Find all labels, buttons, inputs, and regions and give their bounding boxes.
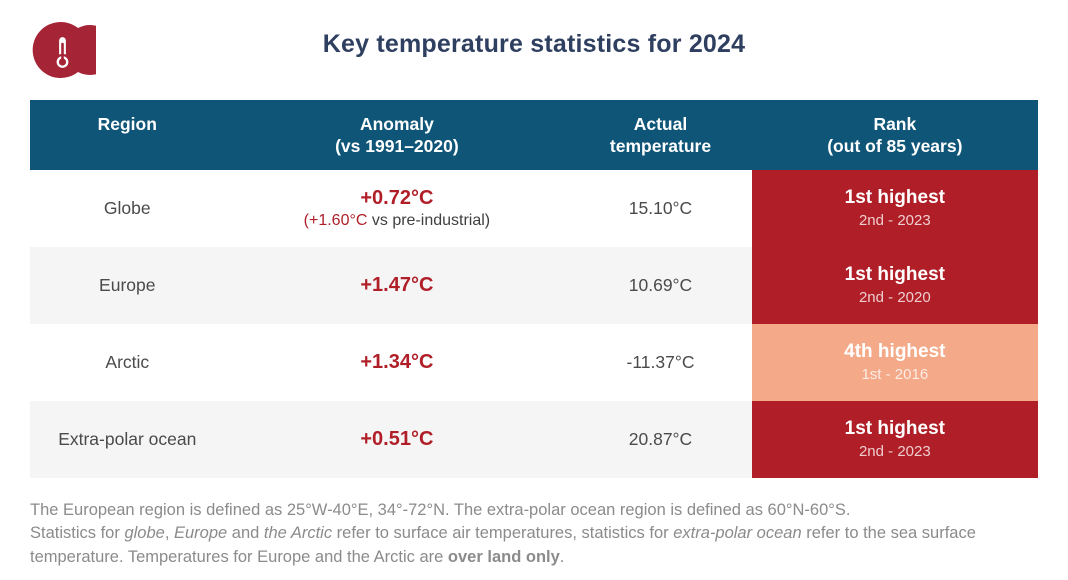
- actual-temp-cell: 15.10°C: [569, 170, 751, 247]
- rank-value: 4th highest: [844, 341, 946, 363]
- rank-cell: 1st highest 2nd - 2020: [751, 247, 1038, 324]
- table-header-row: Region Anomaly (vs 1991–2020) Actual tem…: [30, 100, 1038, 170]
- actual-temp-cell: 20.87°C: [569, 401, 751, 478]
- rank-cell: 4th highest 1st - 2016: [751, 324, 1038, 401]
- region-label: Europe: [99, 275, 156, 295]
- anomaly-value: +0.51°C: [360, 428, 434, 450]
- anomaly-cell: +1.34°C: [225, 324, 570, 401]
- header: Key temperature statistics for 2024: [0, 0, 1068, 100]
- footnote-italic: the Arctic: [263, 524, 333, 543]
- rank-value: 1st highest: [844, 187, 945, 209]
- rank-note: 1st - 2016: [861, 366, 929, 384]
- actual-temp-value: -11.37°C: [626, 352, 695, 372]
- region-cell: Extra-polar ocean: [30, 401, 225, 478]
- anomaly-cell: +1.47°C: [225, 247, 570, 324]
- anomaly-note-rest: vs pre-industrial): [367, 212, 491, 229]
- footnote-text: refer to the sea surface temperature. Te…: [30, 524, 976, 566]
- page-title: Key temperature statistics for 2024: [322, 30, 746, 58]
- footnote-text: .: [559, 547, 565, 566]
- region-cell: Arctic: [30, 324, 225, 401]
- region-cell: Europe: [30, 247, 225, 324]
- stats-table: Region Anomaly (vs 1991–2020) Actual tem…: [30, 100, 1038, 478]
- actual-temp-cell: -11.37°C: [569, 324, 751, 401]
- cloud-thermometer-icon: [32, 22, 115, 79]
- header-cell-rank: Rank (out of 85 years): [752, 100, 1038, 170]
- rank-cell: 1st highest 2nd - 2023: [751, 170, 1038, 247]
- footnote-line-1: The European region is defined as 25°W-4…: [30, 501, 851, 519]
- header-label: Actual: [633, 114, 688, 134]
- header-label: Rank: [873, 114, 917, 134]
- footnote-line-2: Statistics for globe, Europe and the Arc…: [30, 522, 998, 569]
- header-cell-actual-temperature: Actual temperature: [569, 100, 751, 170]
- table-row-arctic: Arctic +1.34°C -11.37°C 4th highest 1st …: [30, 324, 1038, 401]
- rank-note: 2nd - 2020: [858, 289, 931, 307]
- rank-note: 2nd - 2023: [858, 443, 931, 461]
- rank-note: 2nd - 2023: [858, 212, 931, 230]
- table-row-globe: Globe +0.72°C (+1.60°C vs pre-industrial…: [30, 170, 1038, 247]
- header-cell-region: Region: [30, 100, 225, 170]
- header-cell-anomaly: Anomaly (vs 1991–2020): [225, 100, 570, 170]
- anomaly-value: +1.34°C: [360, 351, 434, 373]
- footnote-text: ,: [164, 524, 174, 543]
- header-sublabel: (out of 85 years): [827, 136, 963, 157]
- c3s-logo: [28, 14, 115, 86]
- footnote-italic: globe: [124, 524, 165, 543]
- anomaly-note: (+1.60°C vs pre-industrial): [304, 211, 490, 231]
- table-row-extra-polar-ocean: Extra-polar ocean +0.51°C 20.87°C 1st hi…: [30, 401, 1038, 478]
- header-label: Region: [97, 114, 157, 134]
- footnote-bold: over land only: [447, 547, 560, 566]
- footnote-text: Statistics for: [30, 524, 125, 543]
- rank-value: 1st highest: [844, 264, 945, 286]
- anomaly-note-red: (+1.60°C: [303, 212, 368, 229]
- rank-value: 1st highest: [844, 418, 945, 440]
- actual-temp-value: 20.87°C: [628, 429, 693, 449]
- actual-temp-value: 15.10°C: [628, 198, 693, 218]
- anomaly-value: +0.72°C: [360, 187, 434, 209]
- footnote-italic: Europe: [174, 524, 228, 543]
- region-label: Extra-polar ocean: [58, 429, 197, 449]
- header-sublabel: temperature: [609, 136, 712, 157]
- rank-cell: 1st highest 2nd - 2023: [751, 401, 1038, 478]
- footnote-italic: extra-polar ocean: [673, 524, 802, 543]
- anomaly-cell: +0.72°C (+1.60°C vs pre-industrial): [225, 170, 570, 247]
- footnote: The European region is defined as 25°W-4…: [30, 499, 998, 569]
- region-label: Globe: [103, 198, 151, 218]
- region-cell: Globe: [30, 170, 225, 247]
- footnote-text: refer to surface air temperatures, stati…: [332, 524, 674, 543]
- footnote-text: and: [227, 524, 264, 543]
- header-label: Anomaly: [359, 114, 434, 134]
- header-sublabel: (vs 1991–2020): [335, 136, 459, 157]
- region-label: Arctic: [105, 352, 150, 372]
- table-row-europe: Europe +1.47°C 10.69°C 1st highest 2nd -…: [30, 247, 1038, 324]
- anomaly-cell: +0.51°C: [225, 401, 570, 478]
- actual-temp-cell: 10.69°C: [569, 247, 751, 324]
- anomaly-value: +1.47°C: [360, 274, 434, 296]
- actual-temp-value: 10.69°C: [628, 275, 693, 295]
